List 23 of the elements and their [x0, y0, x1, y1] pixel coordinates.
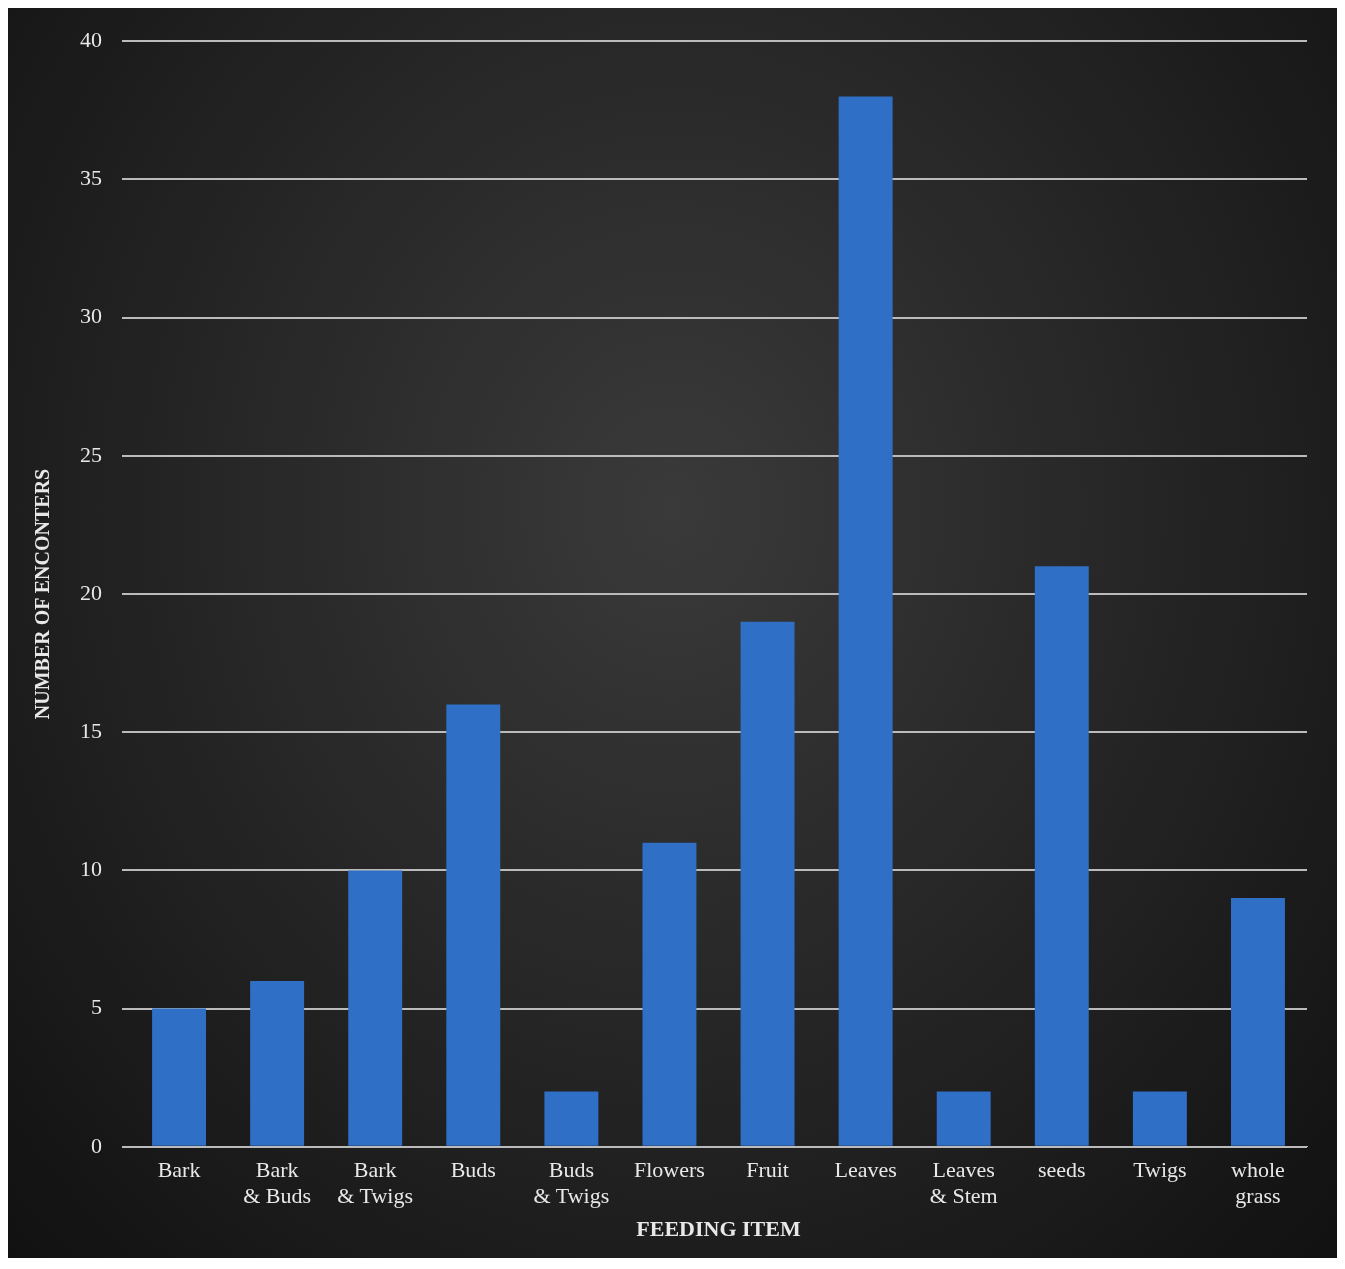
x-tick-label: Buds & Twigs: [533, 1156, 610, 1209]
x-tick-label: Leaves: [834, 1156, 897, 1182]
y-tick-label: 0: [91, 1132, 102, 1158]
x-tick-label: Bark & Buds: [243, 1156, 312, 1209]
y-tick-label: 35: [80, 165, 102, 191]
x-tick-label: Bark & Twigs: [337, 1156, 414, 1209]
y-axis-title: NUMBER OF ENCONTERS: [31, 468, 54, 720]
x-tick-label: Buds: [450, 1156, 496, 1182]
x-tick-label: Leaves & Stem: [929, 1156, 998, 1209]
y-tick-label: 10: [80, 856, 102, 882]
x-tick-label: Flowers: [634, 1156, 705, 1182]
y-tick-label: 40: [80, 26, 102, 52]
y-tick-label: 20: [80, 579, 102, 605]
x-tick-label: Fruit: [746, 1156, 789, 1182]
x-tick-label: Bark: [157, 1156, 201, 1182]
y-tick-label: 30: [80, 303, 102, 329]
x-tick-label: Twigs: [1133, 1156, 1187, 1182]
x-tick-label: seeds: [1037, 1156, 1086, 1182]
y-tick-label: 15: [80, 717, 102, 743]
y-tick-label: 25: [80, 441, 102, 467]
x-tick-label: whole grass: [1231, 1156, 1285, 1209]
x-axis-title: FEEDING ITEM: [636, 1216, 801, 1242]
y-tick-label: 5: [91, 994, 102, 1020]
